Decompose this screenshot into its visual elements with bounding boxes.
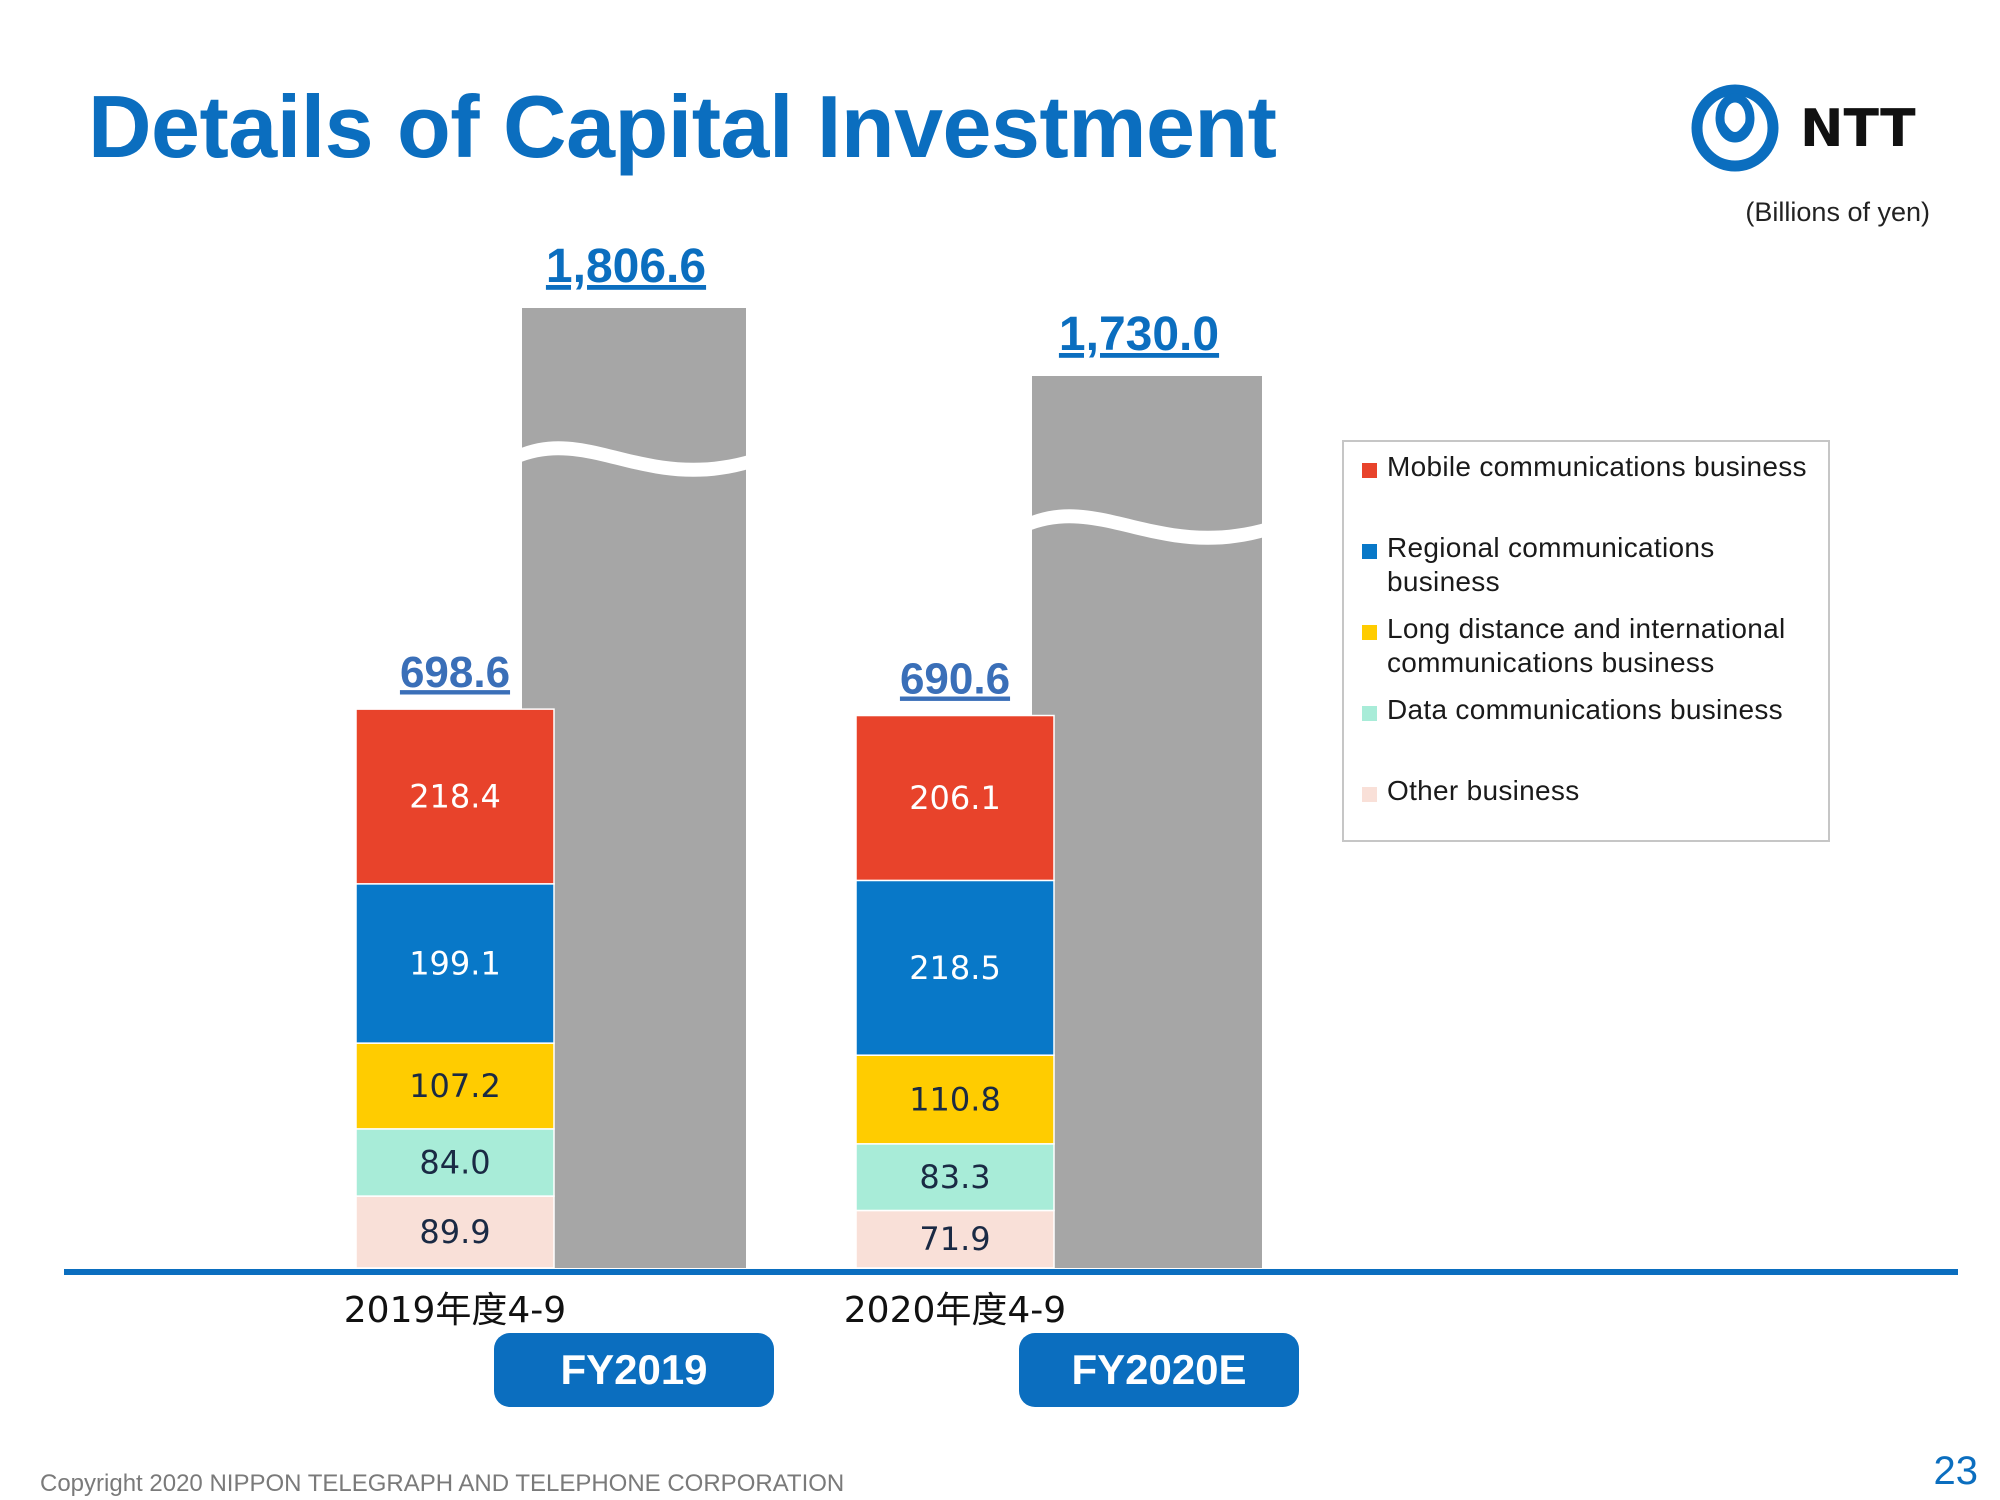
half-year-total-label: 690.6 <box>900 655 1010 704</box>
svg-text:NTT: NTT <box>1800 99 1916 159</box>
legend-swatch <box>1362 463 1377 478</box>
bar-value-label: 89.9 <box>419 1213 490 1251</box>
legend-label: Long distance and international communic… <box>1387 613 1786 678</box>
bar-value-label: 84.0 <box>419 1143 490 1181</box>
bar-value-label: 110.8 <box>909 1081 1001 1119</box>
category-axis-label: 2020年度4-9 <box>844 1290 1066 1331</box>
bar-segment <box>355 1042 555 1130</box>
bar-segment <box>355 708 555 885</box>
axis-break-mark <box>516 441 752 477</box>
bar-value-label: 199.1 <box>409 944 501 982</box>
legend-label: Other business <box>1387 775 1580 806</box>
chart-legend: Mobile communications business Regional c… <box>1342 440 1830 842</box>
bar-segment <box>355 1195 555 1269</box>
period-badge-fy2020e: FY2020E <box>1019 1333 1299 1407</box>
bar-value-label: 218.4 <box>409 777 501 815</box>
full-year-total-label: 1,730.0 <box>1059 308 1219 361</box>
bar-segment <box>855 1054 1055 1145</box>
bar-segment <box>855 714 1055 882</box>
full-year-total-label: 1,806.6 <box>546 240 706 293</box>
legend-swatch <box>1362 625 1377 640</box>
copyright-footer: Copyright 2020 NIPPON TELEGRAPH AND TELE… <box>40 1470 845 1497</box>
axis-break-mark <box>1026 509 1268 545</box>
bar-segment <box>355 1128 555 1197</box>
legend-label: Data communications business <box>1387 694 1783 725</box>
legend-label: Mobile communications business <box>1387 451 1807 482</box>
page-number: 23 <box>1933 1449 1979 1493</box>
bar-segment <box>855 879 1055 1056</box>
unit-label: (Billions of yen) <box>1745 197 1930 227</box>
bar-value-label: 83.3 <box>919 1158 990 1196</box>
bar-value-label: 218.5 <box>909 949 1001 987</box>
half-year-total-label: 698.6 <box>400 648 510 697</box>
legend-swatch <box>1362 544 1377 559</box>
legend-swatch <box>1362 706 1377 721</box>
bar-segment <box>355 883 555 1044</box>
bar-value-label: 71.9 <box>919 1220 990 1258</box>
ntt-logo: NTT <box>1691 84 1916 172</box>
bar-value-label: 206.1 <box>909 779 1001 817</box>
legend-swatch <box>1362 787 1377 802</box>
period-badge-fy2019: FY2019 <box>494 1333 774 1407</box>
legend-label: Regional communications business <box>1387 532 1715 597</box>
page-title: Details of Capital Investment <box>88 77 1277 176</box>
category-axis-label: 2019年度4-9 <box>344 1290 566 1331</box>
bar-value-label: 107.2 <box>409 1067 501 1105</box>
bar-segment <box>855 1143 1055 1212</box>
